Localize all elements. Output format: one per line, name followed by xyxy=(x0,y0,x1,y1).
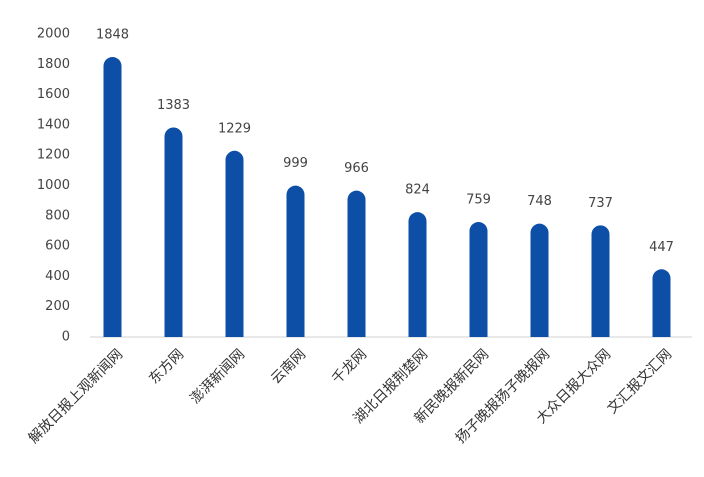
x-tick-label: 解放日报上观新闻网 xyxy=(26,346,126,446)
bar xyxy=(469,222,488,337)
value-label: 748 xyxy=(527,194,552,209)
y-tick-label: 800 xyxy=(45,208,70,223)
value-label: 737 xyxy=(588,196,613,211)
x-tick-label: 千龙网 xyxy=(329,346,370,387)
y-tick-label: 0 xyxy=(62,330,70,345)
x-tick-label: 文汇报文汇网 xyxy=(604,346,675,417)
bar xyxy=(286,185,305,337)
value-label: 447 xyxy=(649,240,674,255)
y-tick-label: 1000 xyxy=(37,178,70,193)
bar xyxy=(591,225,610,337)
bar xyxy=(225,150,244,337)
bar xyxy=(530,223,549,337)
y-tick-label: 200 xyxy=(45,299,70,314)
y-tick-label: 1200 xyxy=(37,148,70,163)
x-tick-label: 东方网 xyxy=(146,346,187,387)
y-tick-label: 1600 xyxy=(37,87,70,102)
y-tick-label: 1400 xyxy=(37,117,70,132)
bar xyxy=(347,190,366,337)
value-label: 759 xyxy=(466,193,491,208)
bar xyxy=(103,57,122,337)
y-tick-label: 400 xyxy=(45,269,70,284)
value-label: 999 xyxy=(283,156,308,171)
value-label: 824 xyxy=(405,183,430,198)
bar xyxy=(652,269,671,337)
value-label: 966 xyxy=(344,161,369,176)
y-tick-label: 1800 xyxy=(37,57,70,72)
value-label: 1848 xyxy=(96,28,129,43)
value-label: 1383 xyxy=(157,98,190,113)
bar xyxy=(408,212,427,337)
x-tick-label: 澎湃新闻网 xyxy=(187,346,248,407)
y-tick-label: 600 xyxy=(45,239,70,254)
bar xyxy=(164,127,183,337)
value-label: 1229 xyxy=(218,121,251,136)
x-tick-label: 云南网 xyxy=(268,346,309,387)
y-tick-label: 2000 xyxy=(37,27,70,42)
